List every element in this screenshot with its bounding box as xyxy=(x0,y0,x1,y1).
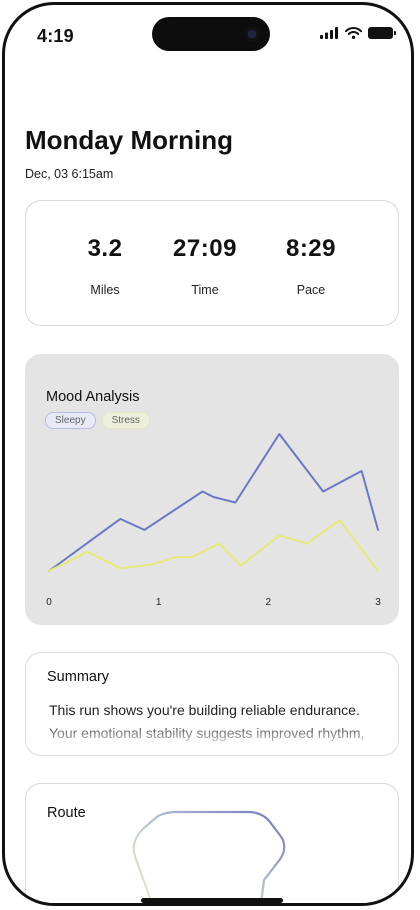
wifi-icon xyxy=(345,27,362,39)
status-time: 4:19 xyxy=(37,26,74,46)
camera-icon xyxy=(244,26,260,42)
chart-legend: Sleepy Stress xyxy=(45,412,150,429)
status-bar: 4:19 xyxy=(5,5,411,65)
mood-analysis-card[interactable]: Mood Analysis Sleepy Stress 0 1 2 3 xyxy=(25,354,399,625)
home-indicator[interactable] xyxy=(141,898,283,903)
stat-miles-value: 3.2 xyxy=(87,235,123,262)
phone-frame: 4:19 Monday Morning Dec, 03 6:15am 3.2 M… xyxy=(2,2,414,906)
stat-pace-label: Pace xyxy=(296,283,326,297)
page-title: Monday Morning xyxy=(25,125,233,155)
cellular-signal-icon xyxy=(320,27,338,39)
summary-card[interactable]: Summary This run shows you're building r… xyxy=(25,652,399,756)
route-map xyxy=(132,810,286,903)
route-card[interactable]: Route xyxy=(25,783,399,903)
x-tick-label: 3 xyxy=(375,597,381,608)
stat-time-label: Time xyxy=(191,283,219,297)
series-line-stress xyxy=(48,519,379,572)
x-tick-label: 2 xyxy=(266,597,272,608)
battery-icon xyxy=(368,27,396,39)
series-line-sleepy xyxy=(48,433,379,572)
mood-title: Mood Analysis xyxy=(46,389,140,405)
dynamic-island xyxy=(152,17,270,51)
x-tick-label: 0 xyxy=(46,597,52,608)
route-title: Route xyxy=(47,805,86,821)
x-tick-label: 1 xyxy=(156,597,162,608)
stats-card: 3.2 Miles 27:09 Time 8:29 Pace xyxy=(25,200,399,326)
legend-stress[interactable]: Stress xyxy=(101,412,150,429)
summary-title: Summary xyxy=(47,669,110,685)
route-path xyxy=(132,810,286,903)
stat-miles-label: Miles xyxy=(90,283,120,297)
summary-fade xyxy=(26,721,398,755)
legend-sleepy[interactable]: Sleepy xyxy=(45,412,96,429)
status-icons xyxy=(320,27,396,39)
run-date: Dec, 03 6:15am xyxy=(25,167,114,181)
stat-pace-value: 8:29 xyxy=(285,235,337,262)
stat-time-value: 27:09 xyxy=(173,235,237,262)
mood-chart: 0 1 2 3 xyxy=(46,433,381,608)
